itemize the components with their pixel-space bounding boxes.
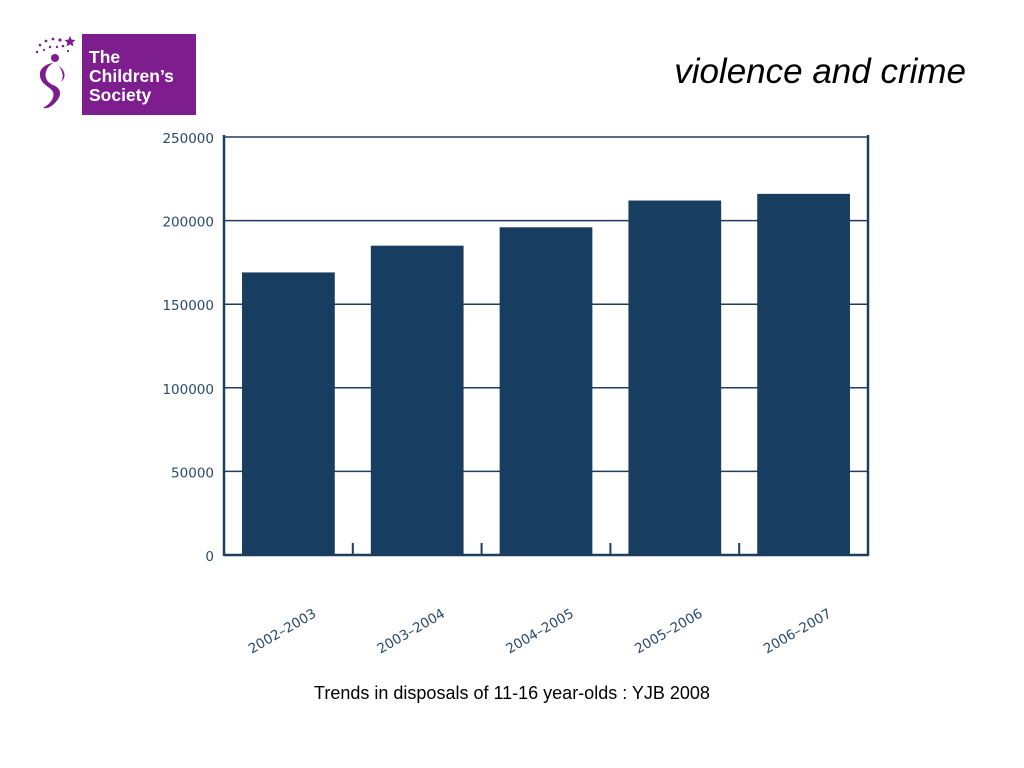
x-tick-label: 2006–2007 xyxy=(761,606,834,658)
logo-line-1: The xyxy=(89,47,121,67)
y-tick-label: 0 xyxy=(205,549,214,565)
x-tick-label: 2005–2006 xyxy=(632,606,705,658)
x-tick-label: 2004–2005 xyxy=(503,606,576,658)
logo-line-3: Society xyxy=(89,85,152,105)
chart-caption: Trends in disposals of 11-16 year-olds :… xyxy=(314,683,710,703)
x-tick-label: 2002–2003 xyxy=(246,606,319,658)
y-tick-label: 150000 xyxy=(162,298,214,314)
y-tick-label: 200000 xyxy=(162,215,214,231)
bar xyxy=(370,245,464,555)
slide-title: violence and crime xyxy=(674,52,966,91)
y-tick-label: 50000 xyxy=(171,465,214,481)
bar xyxy=(242,272,335,555)
childrens-society-emblem-icon xyxy=(35,36,76,109)
y-tick-label: 100000 xyxy=(162,382,214,398)
bar xyxy=(499,227,593,555)
bar xyxy=(757,193,850,555)
bar-chart: 0 50000 100000 150000 200000 250000 2002–2003 2… xyxy=(162,131,870,658)
bar xyxy=(628,200,722,555)
x-tick-label: 2003–2004 xyxy=(375,606,448,658)
y-tick-label: 250000 xyxy=(162,131,214,147)
logo-line-2: Children’s xyxy=(89,66,174,86)
childrens-society-logo: The Children’s Society xyxy=(33,33,196,115)
logo-panel: The Children’s Society xyxy=(82,34,196,115)
